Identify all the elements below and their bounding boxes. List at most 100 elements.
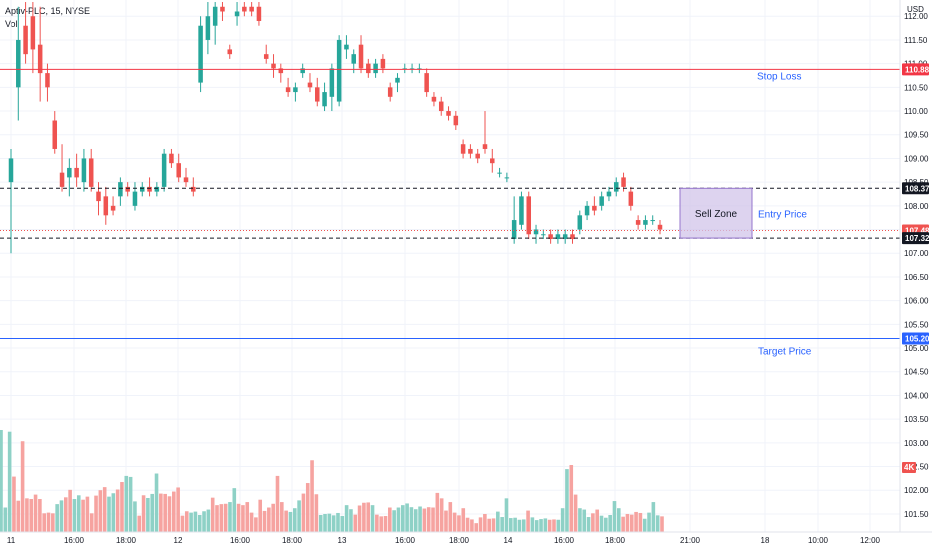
sell-zone-box[interactable]: [679, 187, 753, 239]
time-tick-label: 18: [761, 536, 770, 545]
candlestick: [417, 63, 422, 74]
sell-zone-label: Sell Zone: [695, 209, 738, 220]
candle-body: [395, 77, 400, 83]
volume-bar: [193, 511, 198, 532]
price-tick-label: 112.00: [904, 12, 928, 21]
volume-bar: [314, 494, 319, 532]
volume-bar: [284, 510, 288, 532]
candle-body: [562, 234, 568, 240]
volume-bar: [655, 515, 660, 532]
candle-body: [592, 205, 597, 211]
volume-bar: [461, 508, 466, 532]
volume-bar: [202, 511, 206, 532]
volume-bar: [409, 507, 414, 532]
candlestick: [599, 191, 604, 211]
volume-bar: [565, 469, 569, 532]
volume-bar: [68, 489, 72, 532]
volume-bar: [223, 503, 228, 532]
last-price-badge-text: 107.48: [905, 226, 930, 235]
stop-loss-badge-text: 110.88: [905, 65, 930, 74]
volume-bar: [20, 441, 25, 532]
candle-body: [475, 153, 480, 159]
candle-body: [30, 16, 36, 50]
time-tick-label: 13: [338, 536, 347, 545]
candle-body: [329, 68, 335, 97]
candlestick: [67, 158, 72, 197]
candle-body: [606, 191, 612, 197]
volume-bar: [141, 495, 146, 532]
volume-bar: [16, 500, 21, 532]
time-axis[interactable]: 11 16:00 18:00 12 16:00 18:00 13 16:00 18:00 14 16…: [0, 531, 932, 545]
candle-body: [205, 16, 211, 40]
candle-body: [161, 153, 167, 187]
volume-bar: [612, 501, 617, 532]
target-price-annotation: Target Price: [758, 347, 812, 358]
symbol-title[interactable]: Aptiv-PLC, 15, NYSE: [5, 6, 91, 16]
candle-body: [358, 44, 364, 69]
entry-lower-badge: 107.32: [902, 232, 930, 245]
volume-bar: [651, 502, 656, 532]
candle-body: [468, 148, 473, 154]
candlestick: [242, 2, 247, 17]
volume-bar: [608, 515, 612, 532]
volume-bar: [647, 512, 651, 532]
candle-body: [497, 172, 502, 174]
entry-price-annotation: Entry Price: [758, 209, 807, 220]
volume-bar: [51, 513, 55, 532]
candlestick: [460, 139, 466, 159]
candle-body: [643, 220, 648, 225]
entry-upper-badge-text: 108.37: [905, 184, 930, 193]
volume-bar: [543, 518, 548, 532]
target-badge-text: 105.20: [905, 335, 930, 344]
price-tick-label: 109.00: [904, 154, 929, 163]
volume-bar: [396, 507, 401, 532]
price-tick-label: 106.50: [904, 273, 929, 282]
volume-bar: [478, 517, 483, 532]
price-tick-label: 110.50: [904, 83, 928, 92]
candle-body: [548, 234, 553, 240]
volume-bar: [167, 496, 172, 532]
time-tick-label: 12:00: [860, 536, 881, 545]
volume-bar: [435, 492, 440, 532]
candle-body: [37, 44, 43, 74]
candlestick: [504, 172, 510, 183]
candlestick: [74, 153, 79, 187]
candle-body: [482, 144, 488, 149]
volume-bar: [29, 499, 34, 532]
candle-body: [336, 39, 342, 102]
candle-body: [315, 87, 320, 102]
volume-bar: [599, 515, 604, 532]
candle-body: [118, 182, 123, 197]
candlestick: [293, 82, 298, 102]
volume-bar: [150, 493, 155, 532]
candle-body: [460, 144, 466, 154]
candle-body: [541, 234, 546, 236]
price-tick-label: 103.50: [904, 415, 929, 424]
candle-body: [74, 167, 79, 178]
volume-bar: [431, 507, 435, 532]
volume-bar: [625, 513, 630, 532]
candlestick: [234, 2, 240, 26]
candle-body: [242, 6, 247, 12]
volume-bar: [180, 515, 185, 532]
volume-bar: [245, 502, 250, 532]
candle-body: [23, 25, 28, 55]
candle-body: [511, 220, 517, 240]
volume-bar: [262, 510, 267, 532]
volume-bar: [392, 510, 396, 532]
candlestick: [533, 224, 539, 244]
candle-body: [212, 6, 218, 26]
price-tick-label: 102.50: [904, 463, 929, 472]
volume-bar: [327, 513, 332, 532]
volume-bar: [102, 487, 107, 532]
volume-bar: [539, 519, 543, 532]
price-tick-label: 111.50: [904, 36, 928, 45]
volume-bar: [560, 508, 565, 532]
price-axis[interactable]: 112.00111.50111.00110.50110.00109.50109.…: [899, 0, 929, 532]
candle-body: [366, 63, 371, 74]
candle-body: [154, 186, 160, 192]
volume-bar: [206, 509, 211, 532]
candle-body: [176, 163, 181, 178]
volume-bar: [366, 502, 371, 532]
